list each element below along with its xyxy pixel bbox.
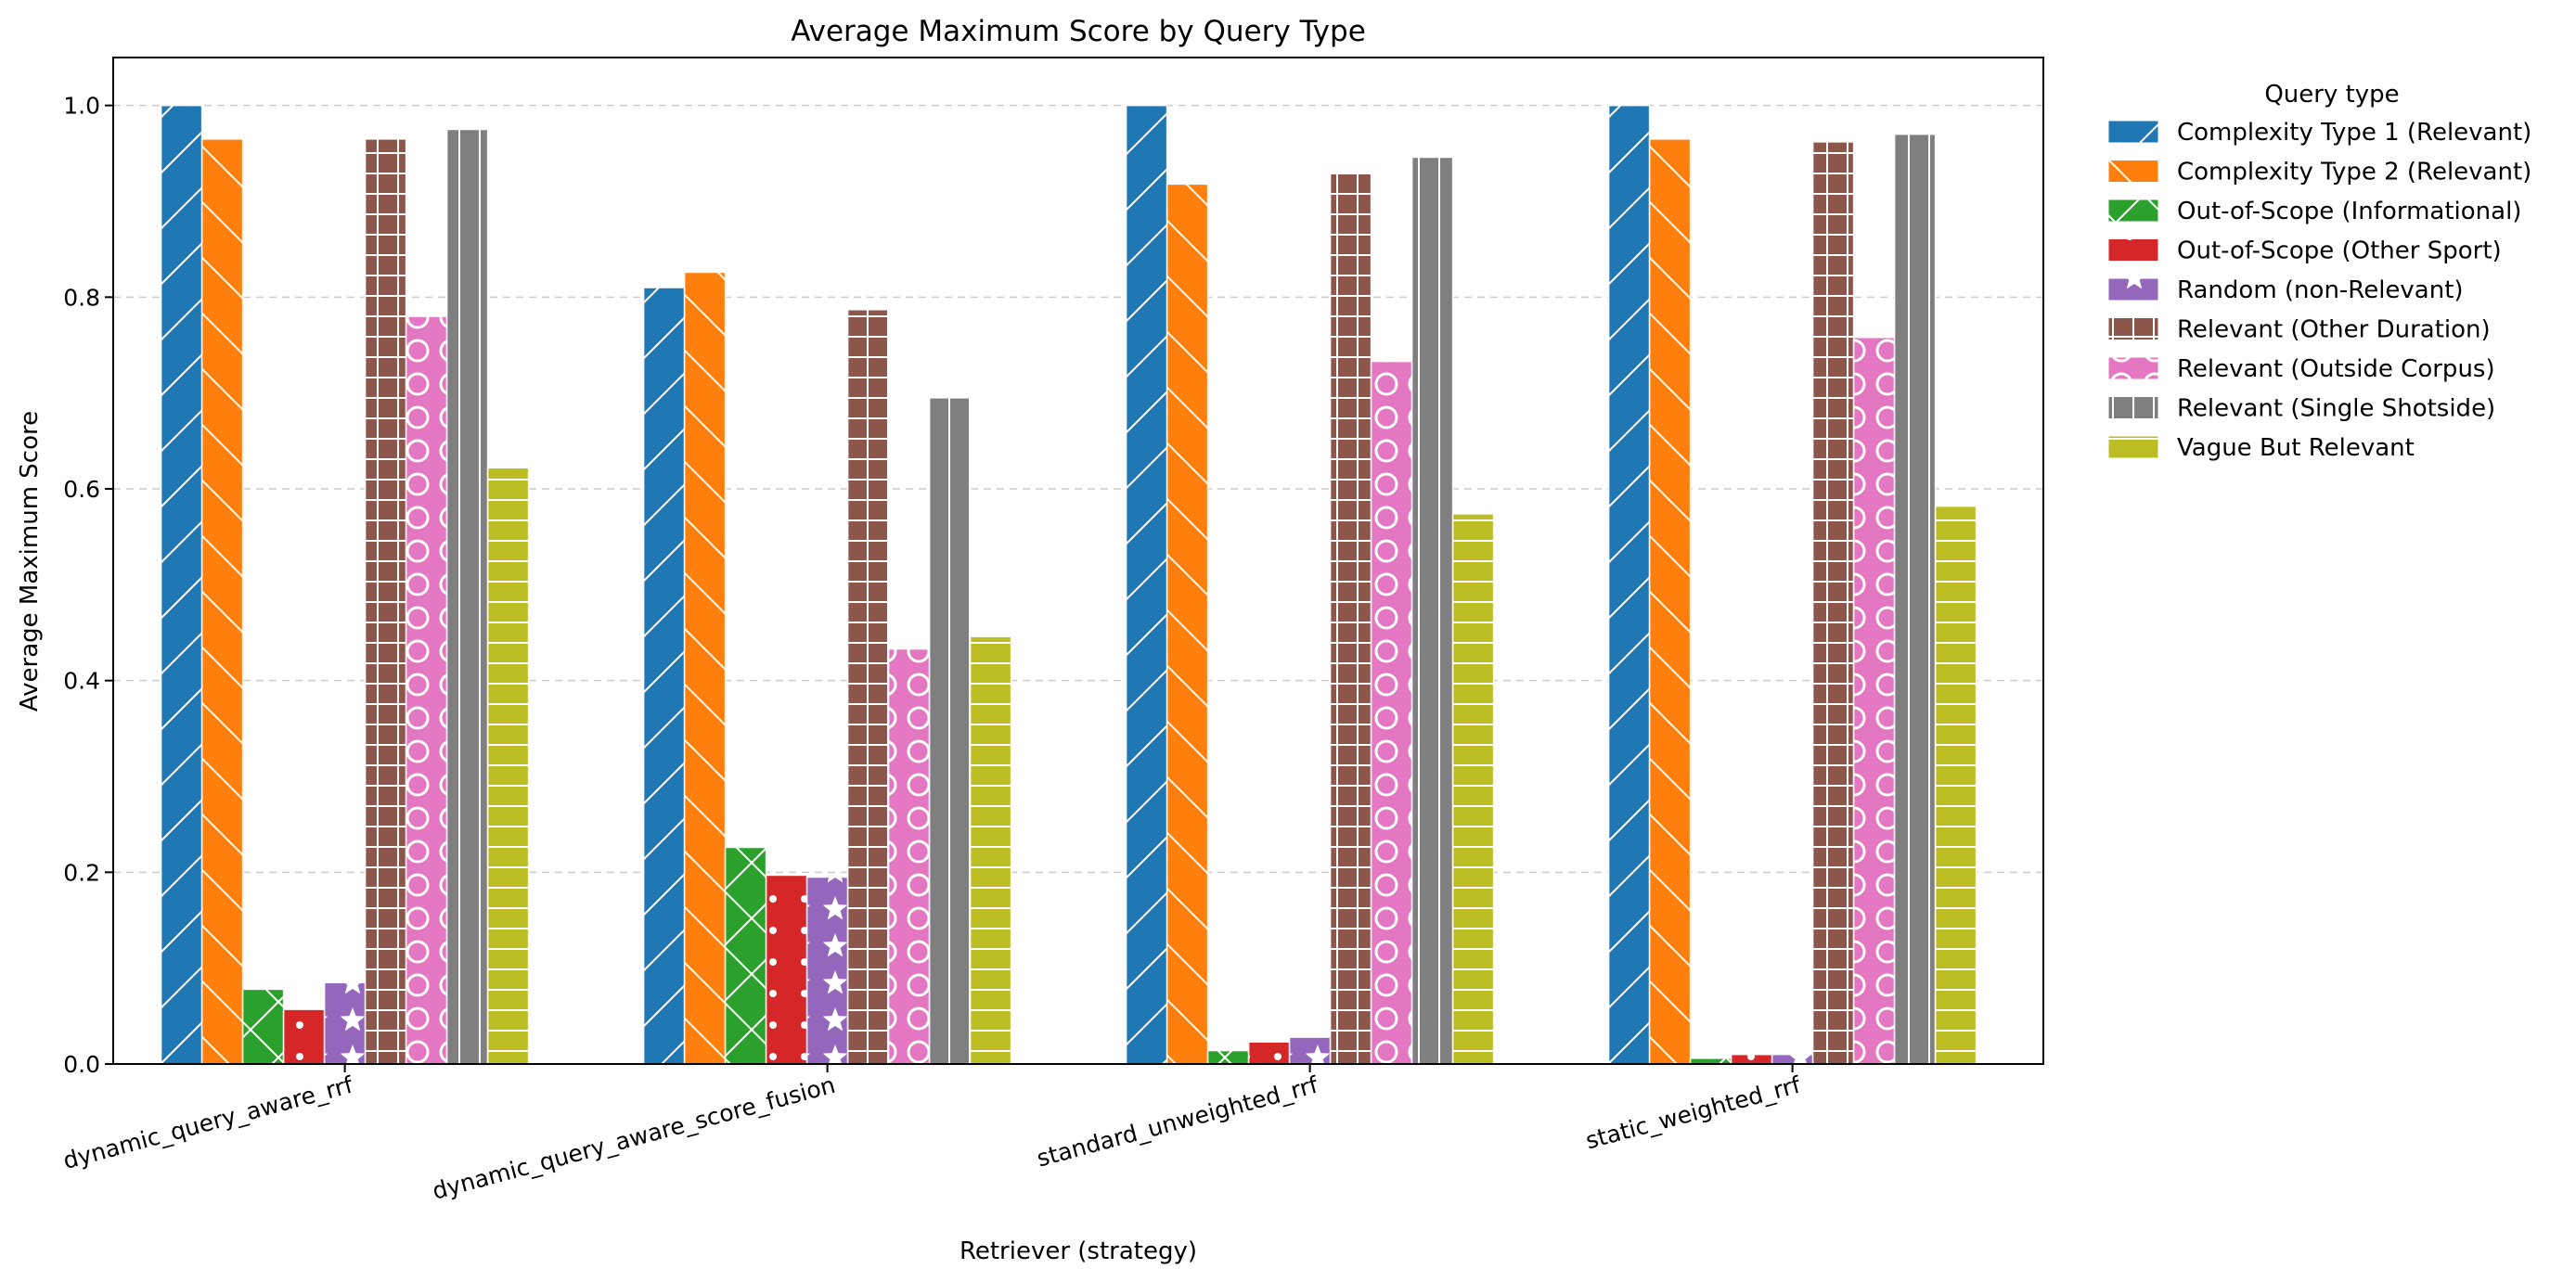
bar-out-of-scope-other-sport-standard-unweighted-rrf: [1247, 1041, 1291, 1065]
legend: Query type Complexity Type 1 (Relevant) C…: [2107, 81, 2531, 462]
bar-vague-but-relevant-dynamic-query-aware-rrf: [486, 467, 530, 1065]
legend-swatch: [2107, 317, 2159, 340]
bar-complexity-type-2-relevant-dynamic-query-aware-score-fusion: [683, 271, 727, 1065]
plot-frame: [112, 57, 2044, 1065]
bar-random-non-relevant-static-weighted-rrf: [1771, 1053, 1814, 1065]
bar-complexity-type-1-relevant-static-weighted-rrf: [1607, 104, 1651, 1065]
y-axis-label: Average Maximum Score: [16, 411, 44, 712]
x-axis-label: Retriever (strategy): [960, 1237, 1197, 1265]
bar-relevant-other-duration-dynamic-query-aware-rrf: [364, 138, 407, 1065]
bar-relevant-other-duration-dynamic-query-aware-score-fusion: [846, 309, 890, 1065]
y-tick-label: 1.0: [63, 93, 100, 120]
legend-entry-label: Relevant (Other Duration): [2177, 316, 2491, 344]
bar-complexity-type-1-relevant-standard-unweighted-rrf: [1125, 104, 1168, 1065]
bar-random-non-relevant-dynamic-query-aware-score-fusion: [805, 876, 849, 1065]
legend-entry-label: Out-of-Scope (Informational): [2177, 198, 2521, 225]
bar-vague-but-relevant-static-weighted-rrf: [1934, 505, 1977, 1065]
bar-complexity-type-2-relevant-dynamic-query-aware-rrf: [200, 138, 244, 1065]
bar-vague-but-relevant-standard-unweighted-rrf: [1451, 513, 1495, 1065]
chart-title: Average Maximum Score by Query Type: [791, 15, 1366, 48]
bar-out-of-scope-informational-dynamic-query-aware-score-fusion: [724, 846, 767, 1065]
legend-title: Query type: [2264, 81, 2399, 109]
bar-complexity-type-1-relevant-dynamic-query-aware-score-fusion: [642, 287, 686, 1065]
legend-swatch: [2107, 199, 2159, 223]
legend-swatch: [2107, 356, 2159, 380]
bar-out-of-scope-other-sport-dynamic-query-aware-score-fusion: [765, 874, 808, 1065]
y-tick-label: 0.8: [63, 284, 100, 311]
bar-relevant-outside-corpus-standard-unweighted-rrf: [1370, 360, 1413, 1065]
bar-random-non-relevant-standard-unweighted-rrf: [1288, 1036, 1332, 1065]
bar-relevant-single-shotside-dynamic-query-aware-score-fusion: [928, 397, 972, 1065]
bar-relevant-outside-corpus-static-weighted-rrf: [1852, 336, 1896, 1065]
bars: [160, 104, 1977, 1065]
legend-swatch: [2107, 160, 2159, 183]
bar-out-of-scope-other-sport-static-weighted-rrf: [1730, 1053, 1773, 1065]
bar-out-of-scope-other-sport-dynamic-query-aware-rrf: [282, 1008, 326, 1065]
bar-random-non-relevant-dynamic-query-aware-rrf: [323, 981, 367, 1065]
bar-relevant-single-shotside-static-weighted-rrf: [1893, 133, 1937, 1065]
legend-entry-label: Random (non-Relevant): [2177, 276, 2464, 304]
bar-relevant-single-shotside-standard-unweighted-rrf: [1410, 156, 1454, 1065]
bar-complexity-type-1-relevant-dynamic-query-aware-rrf: [160, 104, 203, 1065]
bar-complexity-type-2-relevant-standard-unweighted-rrf: [1166, 183, 1209, 1065]
legend-swatch: [2107, 120, 2159, 144]
bar-relevant-outside-corpus-dynamic-query-aware-score-fusion: [887, 647, 931, 1065]
bar-relevant-other-duration-static-weighted-rrf: [1811, 141, 1855, 1065]
bar-complexity-type-2-relevant-static-weighted-rrf: [1648, 138, 1692, 1065]
legend-entry-label: Complexity Type 2 (Relevant): [2177, 159, 2531, 186]
bar-out-of-scope-informational-dynamic-query-aware-rrf: [241, 988, 285, 1065]
bar-relevant-other-duration-standard-unweighted-rrf: [1329, 172, 1372, 1065]
bar-relevant-single-shotside-dynamic-query-aware-rrf: [445, 128, 489, 1065]
legend-entry-label: Complexity Type 1 (Relevant): [2177, 119, 2531, 147]
legend-entry-label: Out-of-Scope (Other Sport): [2177, 237, 2502, 265]
y-axis: 0.0 0.2 0.4 0.6 0.8 1.0: [63, 93, 113, 1078]
legend-swatch: [2107, 396, 2159, 419]
y-tick-label: 0.6: [63, 476, 100, 503]
legend-swatch: [2107, 435, 2159, 459]
bar-relevant-outside-corpus-dynamic-query-aware-rrf: [405, 315, 448, 1065]
y-tick-label: 0.0: [63, 1051, 100, 1078]
legend-swatch: [2107, 238, 2159, 262]
legend-entry-label: Relevant (Single Shotside): [2177, 395, 2495, 423]
legend-entry-label: Relevant (Outside Corpus): [2177, 355, 2495, 383]
y-tick-label: 0.4: [63, 668, 100, 695]
bar-vague-but-relevant-dynamic-query-aware-score-fusion: [969, 635, 1012, 1065]
bar-out-of-scope-informational-standard-unweighted-rrf: [1206, 1049, 1250, 1065]
legend-swatch: [2107, 277, 2159, 301]
legend-entry-label: Vague But Relevant: [2177, 434, 2415, 462]
y-tick-label: 0.2: [63, 859, 100, 886]
